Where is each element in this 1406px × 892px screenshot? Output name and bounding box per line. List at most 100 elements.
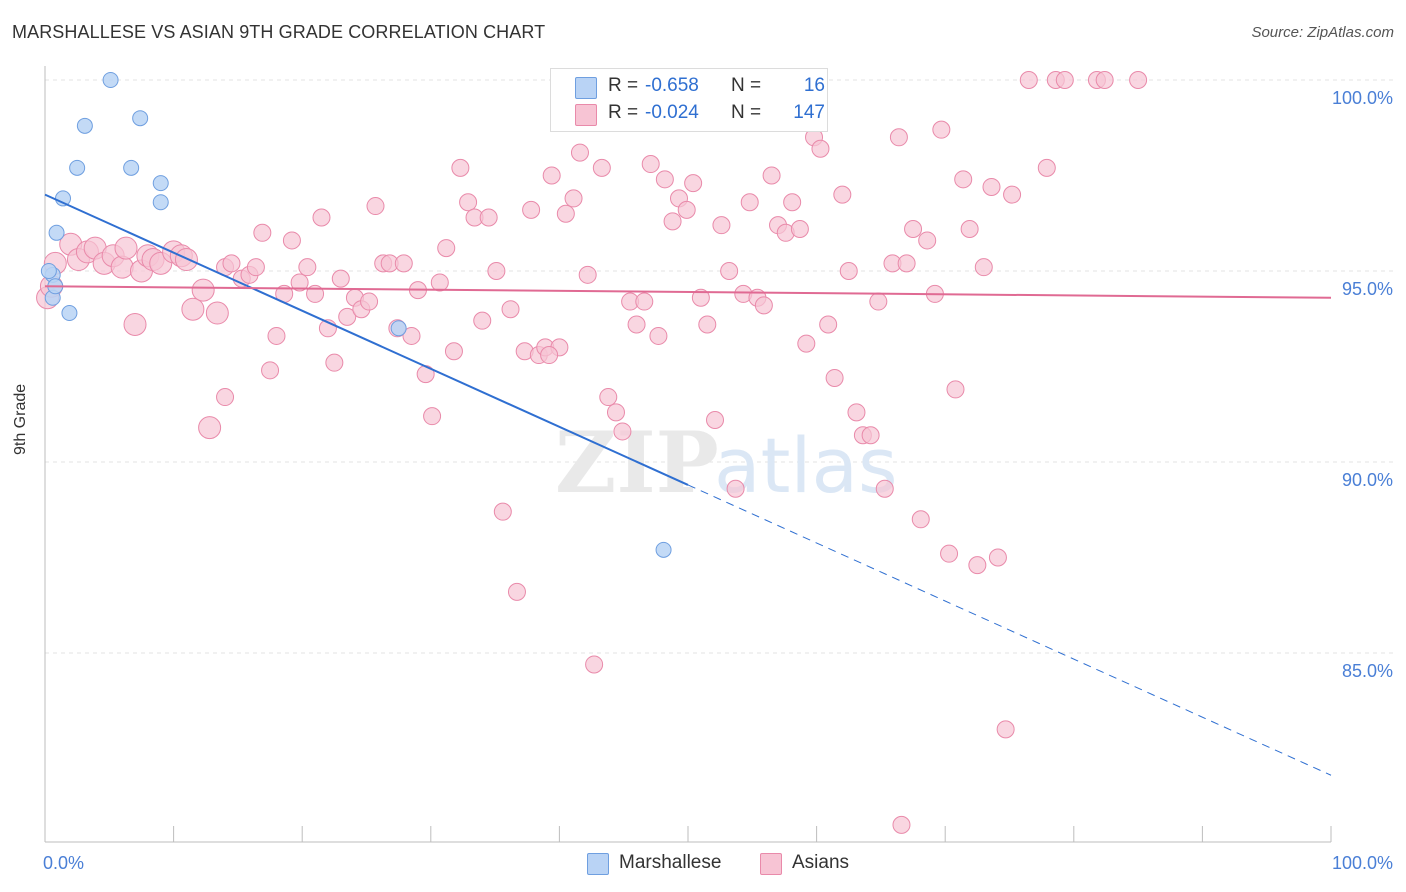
asians-point xyxy=(1095,71,1114,89)
asians-point xyxy=(473,311,492,330)
asians-point xyxy=(542,166,561,185)
asians-point xyxy=(331,269,350,288)
asians-point xyxy=(677,200,696,219)
marshallese-point xyxy=(40,263,57,279)
asians-point xyxy=(783,193,802,212)
asians-point xyxy=(1003,185,1022,204)
chart-title: MARSHALLESE VS ASIAN 9TH GRADE CORRELATI… xyxy=(12,22,546,42)
asians-point xyxy=(423,407,442,426)
asians-point xyxy=(712,216,731,235)
asians-point xyxy=(940,544,959,563)
asians-swatch xyxy=(760,853,782,875)
grid-lines xyxy=(45,79,1393,654)
r-value: -0.658 xyxy=(645,75,699,96)
asians-point xyxy=(298,258,317,277)
asians-point xyxy=(459,193,478,212)
marshallese-point xyxy=(390,320,407,337)
asians-point xyxy=(325,353,344,372)
asians-point xyxy=(253,223,272,242)
asians-point xyxy=(974,258,993,277)
marshallese-swatch xyxy=(575,77,597,99)
asians-point xyxy=(1019,71,1038,89)
asians-point xyxy=(430,273,449,292)
asians-swatch xyxy=(575,104,597,126)
asians-point xyxy=(932,120,951,139)
asians-point xyxy=(875,479,894,498)
asians-point xyxy=(740,193,759,212)
asians-point xyxy=(960,219,979,238)
asians-point xyxy=(123,312,147,336)
asians-point xyxy=(282,231,301,250)
source-label: Source: ZipAtlas.com xyxy=(1251,24,1394,41)
marshallese-point xyxy=(152,194,169,211)
legend-label: Asians xyxy=(792,852,850,873)
asians-point xyxy=(487,262,506,280)
x-tick-label: 0.0% xyxy=(43,853,84,873)
asians-point xyxy=(366,197,385,216)
asians-point xyxy=(982,177,1001,196)
asians-point xyxy=(606,403,625,422)
asians-point xyxy=(754,296,773,315)
asians-point xyxy=(564,189,583,208)
asians-point xyxy=(706,410,725,429)
r-value: -0.024 xyxy=(645,102,699,123)
y-tick-label: 85.0% xyxy=(1342,661,1393,681)
marshallese-point xyxy=(61,305,78,322)
marshallese-point xyxy=(123,159,140,176)
n-value: 16 xyxy=(803,75,825,96)
asians-point xyxy=(570,143,589,162)
marshallese-swatch xyxy=(587,853,609,875)
asians-point xyxy=(198,416,222,440)
asians-point xyxy=(825,368,844,387)
trend-lines xyxy=(44,193,1332,776)
asians-point xyxy=(501,300,520,319)
asians-point xyxy=(627,315,646,334)
asians-point xyxy=(540,346,559,365)
asians-point xyxy=(110,255,134,279)
asians-point xyxy=(290,273,309,292)
asians-point xyxy=(691,288,710,307)
asians-point xyxy=(205,301,229,325)
asians-point xyxy=(918,231,937,250)
tick-labels: 85.0% 90.0% 95.0% 100.0% 0.0% 100.0% xyxy=(43,88,1393,873)
asians-point xyxy=(261,361,280,380)
asians-point xyxy=(839,262,858,280)
asians-point xyxy=(437,239,456,258)
asians-point xyxy=(641,155,660,174)
asians-point xyxy=(847,403,866,422)
asians-point xyxy=(522,200,541,219)
n-label: N = xyxy=(731,102,762,123)
asians-point xyxy=(968,556,987,575)
asians-point xyxy=(790,219,809,238)
asians-point xyxy=(222,254,241,273)
asians-point xyxy=(114,236,138,260)
asians-point xyxy=(246,258,265,277)
asians-point xyxy=(556,204,575,223)
asians-point xyxy=(1037,158,1056,177)
r-label: R = xyxy=(608,75,639,96)
asians-point xyxy=(911,510,930,529)
x-tick-label: 100.0% xyxy=(1332,853,1393,873)
asians-point xyxy=(267,326,286,345)
asians-point xyxy=(613,422,632,441)
asians-point xyxy=(811,139,830,158)
asians-point xyxy=(904,219,923,238)
asians-point xyxy=(988,548,1007,567)
marshallese-point xyxy=(152,175,169,192)
asians-point xyxy=(338,307,357,326)
asians-point xyxy=(402,326,421,345)
r-label: R = xyxy=(608,102,639,123)
marshallese-point xyxy=(132,110,149,127)
asians-point xyxy=(819,315,838,334)
asians-point xyxy=(599,388,618,407)
asians-point xyxy=(684,174,703,193)
asians-point xyxy=(312,208,331,227)
asians-point xyxy=(897,254,916,273)
axes xyxy=(44,66,1332,843)
asians-point xyxy=(946,380,965,399)
asians-point xyxy=(493,502,512,521)
marshallese-point xyxy=(48,224,65,241)
asians-point xyxy=(655,170,674,189)
asians-point xyxy=(181,297,205,321)
